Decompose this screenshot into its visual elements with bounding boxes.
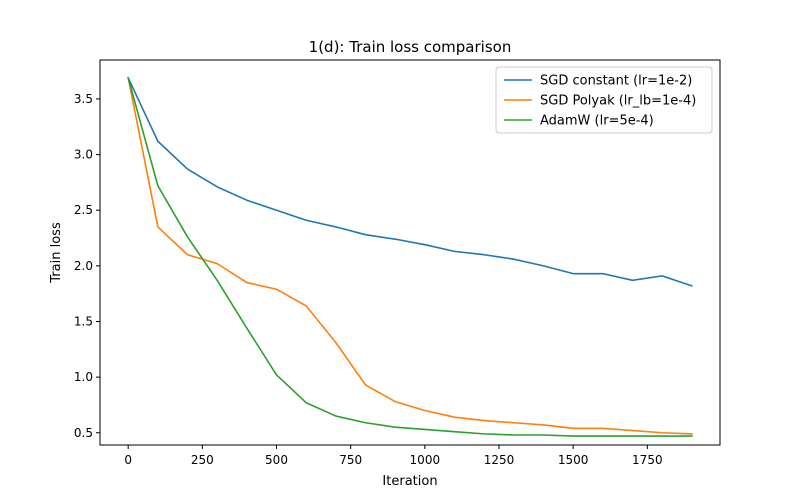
y-tick-label: 2.5 bbox=[74, 203, 93, 217]
x-tick-label: 1000 bbox=[410, 453, 441, 467]
y-tick-label: 2.0 bbox=[74, 259, 93, 273]
y-tick-label: 3.5 bbox=[74, 92, 93, 106]
x-tick-label: 750 bbox=[339, 453, 362, 467]
y-tick-label: 3.0 bbox=[74, 148, 93, 162]
x-tick-label: 0 bbox=[124, 453, 132, 467]
y-tick-label: 1.5 bbox=[74, 314, 93, 328]
x-tick-label: 1750 bbox=[632, 453, 663, 467]
legend-box bbox=[495, 66, 713, 134]
legend-label: AdamW (lr=5e-4) bbox=[540, 114, 654, 129]
y-axis-label: Train loss bbox=[49, 222, 64, 284]
series-line-2 bbox=[127, 76, 693, 435]
x-tick-label: 500 bbox=[265, 453, 288, 467]
x-tick-label: 1500 bbox=[558, 453, 589, 467]
x-tick-label: 250 bbox=[191, 453, 214, 467]
legend-label: SGD constant (lr=1e-2) bbox=[540, 74, 692, 89]
legend: SGD constant (lr=1e-2) SGD Polyak (lr_lb=… bbox=[495, 66, 713, 134]
series-line-1 bbox=[127, 76, 693, 287]
chart-title: 1(d): Train loss comparison bbox=[309, 38, 512, 56]
x-axis-label: Iteration bbox=[382, 474, 437, 489]
series-line-3 bbox=[127, 76, 693, 437]
x-tick-label: 1250 bbox=[484, 453, 515, 467]
plot-frame bbox=[99, 59, 721, 446]
legend-label: SGD Polyak (lr_lb=1e-4) bbox=[540, 94, 696, 109]
y-tick-label: 0.5 bbox=[74, 426, 93, 440]
y-tick-label: 1.0 bbox=[74, 370, 93, 384]
plot-area: 0 250 500 750 1000 1250 1500 1750 0.5 1.0 1.5 2.0 2.… bbox=[74, 76, 693, 467]
